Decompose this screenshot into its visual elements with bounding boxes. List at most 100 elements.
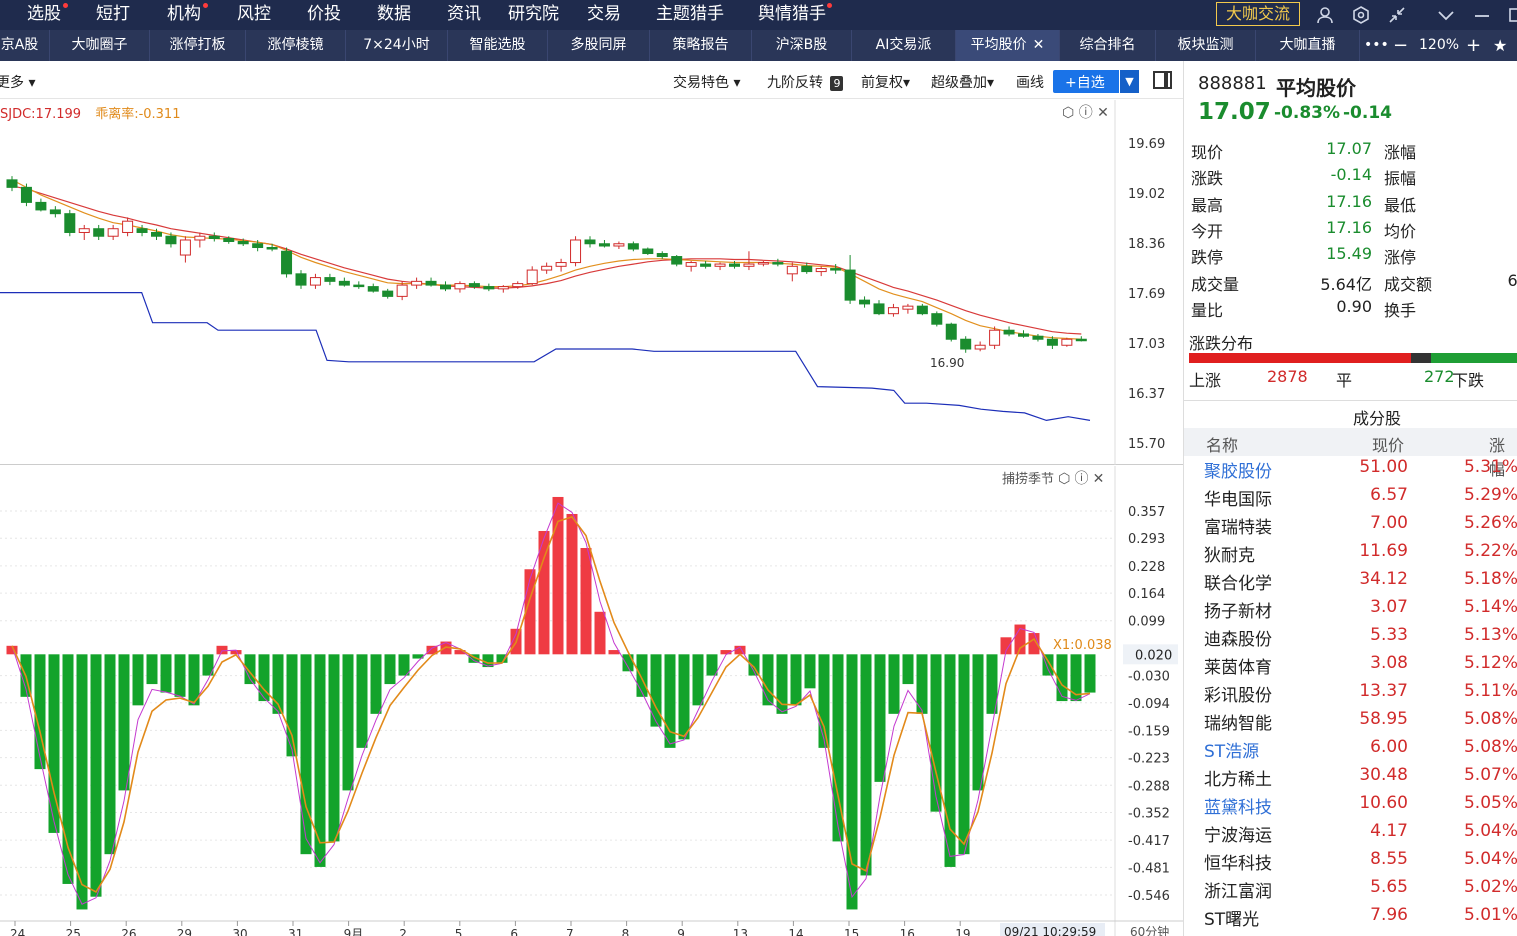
- col-change[interactable]: 涨幅: [1489, 436, 1506, 479]
- candle: [584, 236, 596, 248]
- chevron-down-icon[interactable]: [1436, 5, 1456, 25]
- dakajiaoliu-button[interactable]: 大咖交流: [1216, 2, 1300, 26]
- panel-toggle-icon[interactable]: [1153, 71, 1172, 89]
- nine-turn-button[interactable]: 九阶反转 9: [767, 72, 844, 92]
- table-row[interactable]: 恒华科技 8.55 5.04%: [1184, 849, 1517, 877]
- nav-jigou[interactable]: 机构: [167, 4, 201, 24]
- kline-chart[interactable]: SJDC:17.199 乖离率:-0.311 ⬡ ⓘ ✕ 19.69 19.02 1…: [0, 100, 1183, 465]
- dropdown-arrow-icon[interactable]: ▼: [1119, 70, 1139, 93]
- table-row[interactable]: 狄耐克 11.69 5.22%: [1184, 541, 1517, 569]
- col-name[interactable]: 名称: [1206, 436, 1239, 455]
- stock-name-cell[interactable]: 扬子新材: [1204, 602, 1272, 622]
- period-label[interactable]: 60分钟: [1130, 924, 1169, 936]
- table-row[interactable]: ST浩源 6.00 5.08%: [1184, 737, 1517, 765]
- tab-zonghepaiming[interactable]: 综合排名: [1060, 30, 1156, 61]
- stock-name-cell[interactable]: 聚胶股份: [1204, 462, 1272, 482]
- oscillator-bar: [300, 654, 312, 855]
- table-row[interactable]: 华电国际 6.57 5.29%: [1184, 485, 1517, 513]
- user-icon[interactable]: [1315, 5, 1335, 25]
- tab-7x24[interactable]: 7×24小时: [346, 30, 448, 61]
- tab-bankuaijiance[interactable]: 板块监测: [1156, 30, 1256, 61]
- maximize-icon[interactable]: [1505, 5, 1517, 25]
- nav-fengkong[interactable]: 风控: [237, 4, 271, 24]
- nav-jiatou[interactable]: 价投: [307, 4, 341, 24]
- table-row[interactable]: 富瑞特装 7.00 5.26%: [1184, 513, 1517, 541]
- tab-pingjungujia[interactable]: 平均股价 ✕: [956, 30, 1060, 61]
- close-icon[interactable]: ✕: [1032, 37, 1045, 53]
- star-icon[interactable]: ★: [1493, 36, 1508, 55]
- table-row[interactable]: 瑞纳智能 58.95 5.08%: [1184, 709, 1517, 737]
- table-row[interactable]: 聚胶股份 51.00 5.31%: [1184, 457, 1517, 485]
- table-row[interactable]: 彩讯股份 13.37 5.11%: [1184, 681, 1517, 709]
- oscillator-chart[interactable]: 捕捞季节 ⬡ ⓘ ✕ 0.357 0.293 0.228 0.164 0.099 -0.0…: [0, 466, 1183, 936]
- stock-name-cell[interactable]: 瑞纳智能: [1204, 714, 1272, 734]
- stock-name-cell[interactable]: 华电国际: [1204, 490, 1272, 510]
- stock-name-cell[interactable]: 宁波海运: [1204, 826, 1272, 846]
- distribution-bar: [1189, 353, 1517, 363]
- stock-name-cell[interactable]: 联合化学: [1204, 574, 1272, 594]
- stock-name-cell[interactable]: 迪森股份: [1204, 630, 1272, 650]
- zoom-out-icon[interactable]: −: [1393, 35, 1409, 56]
- nav-duanda[interactable]: 短打: [96, 4, 130, 24]
- nav-xuangu[interactable]: 选股: [27, 4, 61, 24]
- add-watchlist-button[interactable]: +自选 ▼: [1053, 70, 1139, 93]
- stock-name-cell[interactable]: 浙江富润: [1204, 882, 1272, 902]
- table-row[interactable]: 宁波海运 4.17 5.04%: [1184, 821, 1517, 849]
- help-icon[interactable]: ⓘ: [1078, 105, 1093, 121]
- tab-zhangtingdaban[interactable]: 涨停打板: [150, 30, 246, 61]
- price-cell: 6.57: [1370, 485, 1408, 505]
- stock-name-cell[interactable]: 狄耐克: [1204, 546, 1255, 566]
- stock-name-cell[interactable]: 蓝黛科技: [1204, 798, 1272, 818]
- nav-zhuti[interactable]: 主题猎手: [656, 4, 724, 24]
- trade-feature-dropdown[interactable]: 交易特色 ▾: [673, 75, 741, 91]
- table-row[interactable]: 莱茵体育 3.08 5.12%: [1184, 653, 1517, 681]
- table-row[interactable]: 联合化学 34.12 5.18%: [1184, 569, 1517, 597]
- stock-name-cell[interactable]: 富瑞特装: [1204, 518, 1272, 538]
- minimize-icon[interactable]: [1472, 5, 1492, 25]
- settings-icon[interactable]: ⬡: [1062, 105, 1075, 121]
- tab-zhinengxuangu[interactable]: 智能选股: [448, 30, 548, 61]
- more-tabs-icon[interactable]: •••: [1364, 37, 1389, 53]
- help-icon[interactable]: ⓘ: [1074, 471, 1089, 487]
- oscillator-bar: [426, 645, 438, 655]
- table-row[interactable]: 浙江富润 5.65 5.02%: [1184, 877, 1517, 905]
- tab-duogutongping[interactable]: 多股同屏: [548, 30, 650, 61]
- tab-dakazhibo[interactable]: 大咖直播: [1256, 30, 1360, 61]
- zoom-in-icon[interactable]: +: [1466, 35, 1482, 56]
- tab-hushenbgu[interactable]: 沪深B股: [752, 30, 852, 61]
- table-row[interactable]: 扬子新材 3.07 5.14%: [1184, 597, 1517, 625]
- line-purple: [11, 502, 1091, 905]
- nav-zixun[interactable]: 资讯: [447, 4, 481, 24]
- stock-name-cell[interactable]: 北方稀土: [1204, 770, 1272, 790]
- tab-celuebaogao[interactable]: 策略报告: [650, 30, 752, 61]
- table-row[interactable]: 蓝黛科技 10.60 5.05%: [1184, 793, 1517, 821]
- tab-jinga[interactable]: 京A股: [0, 30, 50, 61]
- y-tick-label: -0.352: [1128, 807, 1170, 822]
- settings-icon[interactable]: ⬡: [1058, 471, 1071, 487]
- fuquan-dropdown[interactable]: 前复权▾: [861, 75, 911, 91]
- col-price[interactable]: 现价: [1372, 436, 1405, 455]
- shrink-icon[interactable]: [1387, 5, 1407, 25]
- stock-name-cell[interactable]: 恒华科技: [1204, 854, 1272, 874]
- stock-name-cell[interactable]: ST曙光: [1204, 910, 1260, 930]
- nav-yuqing[interactable]: 舆情猎手: [758, 4, 826, 24]
- stock-name-cell[interactable]: ST浩源: [1204, 742, 1260, 762]
- nav-yanjiuyuan[interactable]: 研究院: [508, 4, 559, 24]
- tab-zhangtinglengjing[interactable]: 涨停棱镜: [246, 30, 346, 61]
- nav-jiaoyi[interactable]: 交易: [587, 4, 621, 24]
- overlay-dropdown[interactable]: 超级叠加▾: [931, 75, 995, 91]
- stock-name-cell[interactable]: 莱茵体育: [1204, 658, 1272, 678]
- close-icon[interactable]: ✕: [1097, 105, 1109, 121]
- candle: [425, 277, 437, 287]
- nav-shuju[interactable]: 数据: [377, 4, 411, 24]
- settings-icon[interactable]: [1351, 5, 1371, 25]
- tab-aijiaoyipai[interactable]: AI交易派: [852, 30, 956, 61]
- draw-line-button[interactable]: 画线: [1016, 75, 1044, 91]
- tab-dakaquanzi[interactable]: 大咖圈子: [50, 30, 150, 61]
- table-row[interactable]: 北方稀土 30.48 5.07%: [1184, 765, 1517, 793]
- stock-name-cell[interactable]: 彩讯股份: [1204, 686, 1272, 706]
- close-icon[interactable]: ✕: [1092, 471, 1105, 487]
- more-dropdown[interactable]: 更多 ▾: [0, 75, 36, 91]
- table-row[interactable]: ST曙光 7.96 5.01%: [1184, 905, 1517, 933]
- table-row[interactable]: 迪森股份 5.33 5.13%: [1184, 625, 1517, 653]
